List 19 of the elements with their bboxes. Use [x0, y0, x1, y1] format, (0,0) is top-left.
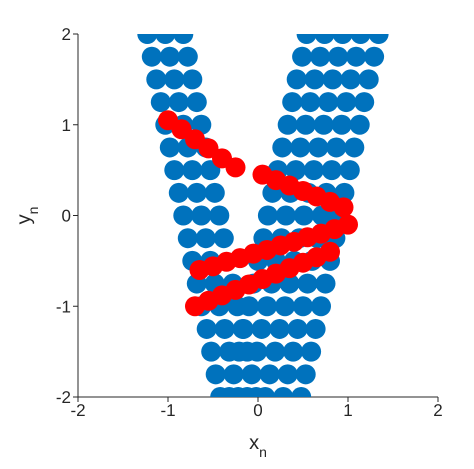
point [334, 197, 354, 218]
point [320, 242, 340, 262]
x-tick-label: 2 [433, 401, 443, 420]
y-tick-label: -1 [56, 297, 71, 316]
point [226, 157, 246, 178]
point [158, 110, 178, 130]
x-axis-title: x$_{n}$ [249, 432, 267, 460]
x-tick-label: -1 [160, 401, 176, 420]
point [338, 214, 358, 235]
point [212, 148, 232, 168]
y-tick-label: 2 [62, 25, 71, 44]
point [172, 119, 192, 140]
y-tick-label: 1 [62, 116, 71, 135]
y-tick-label: 0 [62, 206, 71, 226]
point [185, 129, 205, 150]
y-tick-label: -2 [56, 388, 71, 408]
x-tick-label: 1 [343, 401, 353, 420]
x-tick-label: 0 [253, 401, 263, 420]
point [198, 138, 218, 158]
